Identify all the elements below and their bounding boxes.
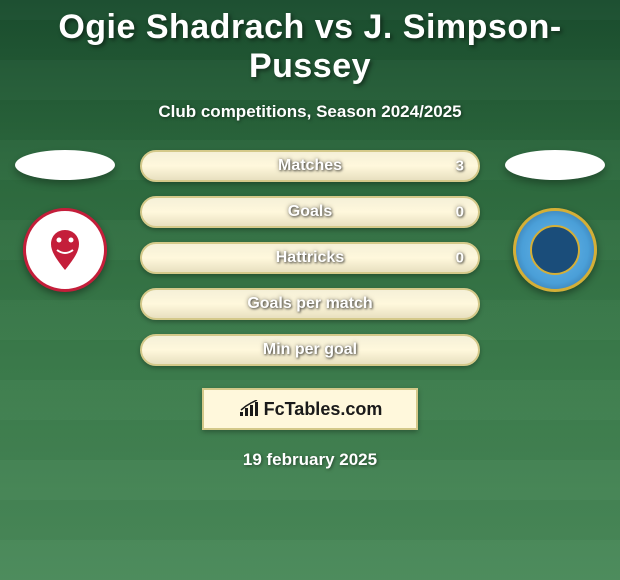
stat-row-mpg: Min per goal [140, 334, 480, 366]
chart-icon [238, 400, 260, 418]
leyton-orient-icon [35, 220, 95, 280]
brand-badge: FcTables.com [202, 388, 418, 430]
man-city-icon [530, 225, 580, 275]
right-player-placeholder [505, 150, 605, 180]
stat-row-matches: Matches 3 [140, 150, 480, 182]
stat-row-goals: Goals 0 [140, 196, 480, 228]
right-player-col [500, 150, 610, 292]
stat-value-right: 3 [456, 158, 464, 175]
stats-column: Matches 3 Goals 0 Hattricks 0 Goals per … [140, 150, 480, 366]
main-comparison-row: Matches 3 Goals 0 Hattricks 0 Goals per … [0, 150, 620, 366]
left-player-placeholder [15, 150, 115, 180]
left-player-col [10, 150, 120, 292]
stat-value-right: 0 [456, 204, 464, 221]
season-subtitle: Club competitions, Season 2024/2025 [0, 102, 620, 122]
stat-label: Hattricks [276, 249, 344, 267]
stat-label: Goals [288, 203, 332, 221]
stat-row-gpm: Goals per match [140, 288, 480, 320]
brand-text: FcTables.com [264, 399, 383, 420]
stat-row-hattricks: Hattricks 0 [140, 242, 480, 274]
stat-label: Goals per match [247, 295, 372, 313]
right-club-logo [513, 208, 597, 292]
stat-label: Min per goal [263, 341, 357, 359]
left-club-logo [23, 208, 107, 292]
stat-label: Matches [278, 157, 342, 175]
stat-value-right: 0 [456, 250, 464, 267]
comparison-title: Ogie Shadrach vs J. Simpson-Pussey [0, 0, 620, 86]
comparison-date: 19 february 2025 [0, 450, 620, 470]
